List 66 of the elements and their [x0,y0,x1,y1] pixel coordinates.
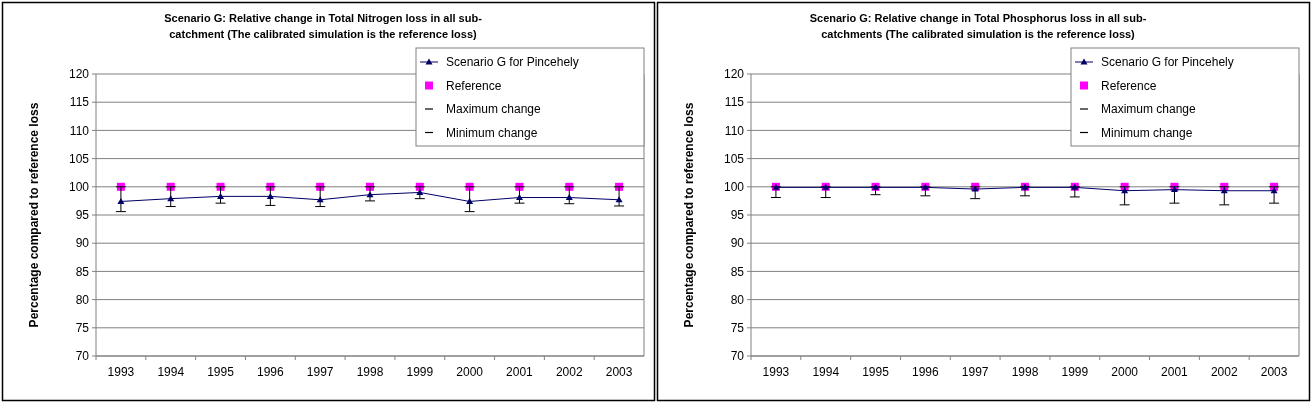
y-tick-label: 115 [69,95,90,110]
annotation: Minimum change [446,125,538,140]
chart-title: Scenario G: Relative change in Total Phosphorus loss in all sub-catchments (The calibrated simulation is the reference loss) [809,12,1147,40]
legend-label: Scenario G for Pincehely [446,55,579,70]
x-tick-label: 2003 [1260,365,1288,379]
y-tick-label: 75 [75,321,90,335]
x-tick-label: 1995 [862,365,890,379]
x-tick-label: 1999 [406,365,434,379]
x-tick-label: 1998 [1011,365,1039,379]
y-tick-label: 80 [730,292,745,307]
point [266,192,274,199]
point [466,197,474,204]
x-tick-label: 2003 [605,365,633,379]
point [565,194,573,201]
x-tick-label: 1997 [961,365,989,379]
y-tick-label: 85 [730,264,745,279]
y-tick-label: 100 [723,180,745,194]
x-tick-label: 2000 [456,365,484,379]
x-tick-label: 1998 [356,365,384,379]
point [615,196,623,203]
x-tick-label: 1993 [762,365,790,379]
x-tick-label: 1999 [1061,365,1089,379]
y-tick-label: 105 [723,151,745,166]
y-tick-label: 70 [730,349,745,364]
x-tick-label: 2001 [1161,365,1189,379]
chart-title: Scenario G: Relative change in Total Nitrogen loss in all sub-catchment (The calibrated simulation is the reference loss) [164,12,483,40]
x-tick-label: 1995 [207,365,235,379]
y-axis-title: Percentage compared to reference loss [27,102,41,328]
annotation: Maximum change [1101,102,1197,117]
annotation: Minimum change [1101,125,1193,140]
y-tick-label: 95 [730,208,745,223]
legend-label: Scenario G for Pincehely [1101,55,1234,70]
point [515,194,523,201]
x-tick-label: 1993 [107,365,135,379]
y-tick-label: 120 [723,67,745,82]
y-tick-label: 100 [68,180,90,194]
y-tick-label: 110 [724,123,745,138]
y-tick-label: 70 [75,349,90,364]
x-tick-label: 1996 [257,365,285,379]
y-tick-label: 90 [730,236,745,251]
y-tick-label: 120 [68,67,90,82]
y-tick-label: 110 [69,123,90,138]
x-tick-label: 1994 [812,365,840,379]
x-tick-label: 2001 [506,365,534,379]
y-tick-label: 75 [730,321,745,335]
x-tick-label: 2002 [1210,365,1238,379]
point [416,188,424,195]
x-tick-label: 1994 [157,365,185,379]
x-tick-label: 2002 [555,365,583,379]
x-tick-label: 1996 [912,365,940,379]
y-tick-label: 85 [75,264,90,279]
x-tick-label: 1997 [306,365,334,379]
y-tick-label: 105 [68,151,90,166]
point [316,196,324,203]
legend-label: Reference [446,78,502,93]
y-tick-label: 80 [75,292,90,307]
point [217,192,225,199]
y-tick-label: 95 [75,208,90,223]
y-axis-title: Percentage compared to reference loss [682,102,696,328]
x-tick-label: 2000 [1111,365,1139,379]
legend-label: Reference [1101,78,1157,93]
point [117,197,125,204]
y-tick-label: 90 [75,236,90,251]
annotation: Maximum change [446,102,542,117]
point [167,195,175,202]
y-tick-label: 115 [724,95,745,110]
